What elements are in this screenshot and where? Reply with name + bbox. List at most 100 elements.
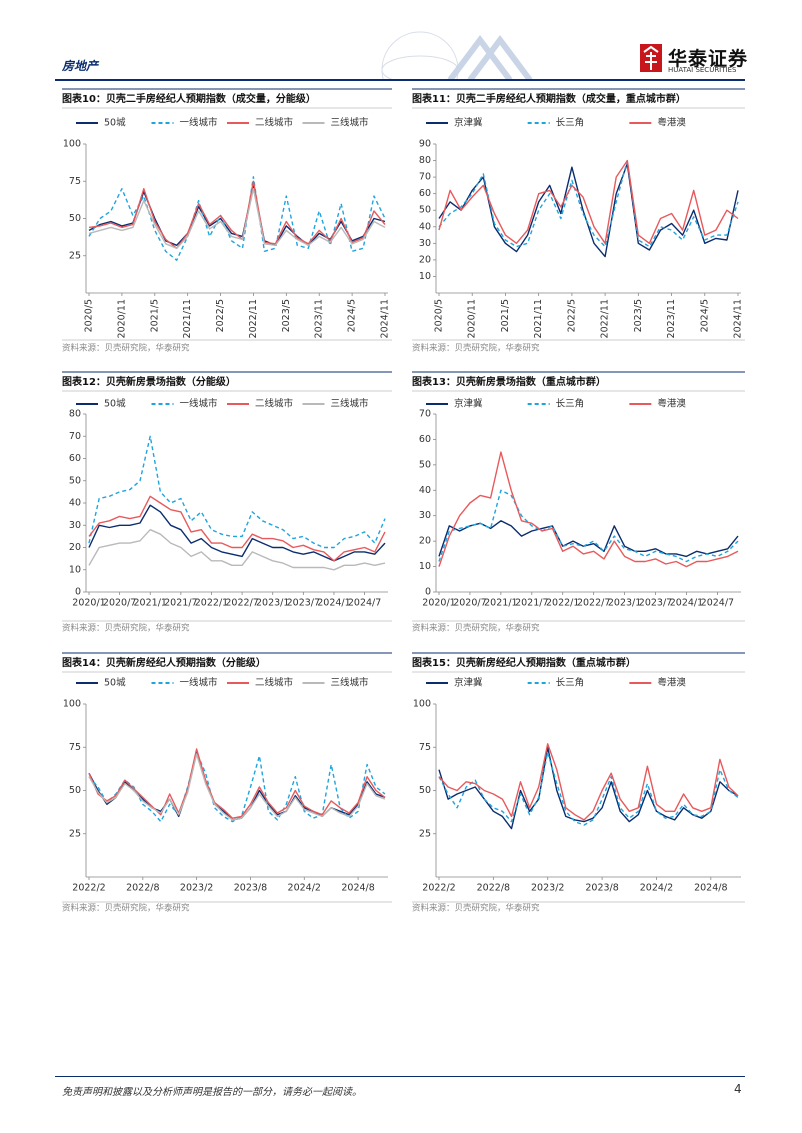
x-tick-label: 2022/5 bbox=[566, 299, 577, 332]
x-tick-label: 2022/8 bbox=[126, 883, 159, 894]
y-tick-label: 40 bbox=[419, 485, 431, 496]
x-tick-label: 2022/1 bbox=[546, 598, 579, 609]
x-tick-label: 2022/1 bbox=[195, 598, 228, 609]
y-tick-label: 10 bbox=[419, 271, 431, 282]
logo-text: 华泰证券 bbox=[668, 48, 749, 70]
x-tick-label: 2021/1 bbox=[134, 598, 167, 609]
y-tick-label: 50 bbox=[419, 205, 431, 216]
section: 房地产 bbox=[62, 59, 99, 73]
legend-label: 50城 bbox=[104, 118, 126, 129]
y-tick-label: 0 bbox=[425, 587, 431, 598]
y-tick-label: 75 bbox=[69, 742, 81, 753]
legend-label: 三线城市 bbox=[331, 117, 370, 129]
source: 资料来源：贝壳研究院，华泰研究 bbox=[62, 343, 190, 354]
header-rule bbox=[55, 79, 745, 81]
y-tick-label: 30 bbox=[69, 520, 81, 531]
series-line bbox=[88, 504, 386, 562]
y-tick-label: 50 bbox=[419, 785, 431, 796]
series-line bbox=[88, 185, 386, 246]
disclaimer: 免责声明和披露以及分析师声明是报告的一部分，请务必一起阅读。 bbox=[62, 1087, 362, 1098]
y-tick-label: 60 bbox=[69, 453, 81, 464]
figure: 图表11：贝壳二手房经纪人预期指数（成交量，重点城市群） 资料来源：贝壳研究院，华… bbox=[412, 88, 745, 354]
x-tick-label: 2021/11 bbox=[182, 299, 193, 338]
legend-label: 三线城市 bbox=[331, 398, 370, 410]
x-tick-label: 2024/1 bbox=[317, 598, 350, 609]
legend-label: 长三角 bbox=[556, 398, 585, 410]
x-tick-label: 2021/1 bbox=[484, 598, 517, 609]
figure-title: 图表15：贝壳新房经纪人预期指数（重点城市群） bbox=[412, 656, 636, 669]
x-tick-label: 2024/8 bbox=[341, 883, 374, 894]
y-tick-label: 20 bbox=[419, 536, 431, 547]
x-tick-label: 2023/2 bbox=[180, 883, 213, 894]
series-line bbox=[88, 750, 386, 821]
legend-label: 京津冀 bbox=[454, 677, 483, 689]
logo-subtext: HUATAI SECURITIES bbox=[668, 66, 737, 74]
legend-label: 二线城市 bbox=[255, 398, 294, 410]
x-tick-label: 2024/5 bbox=[699, 299, 710, 332]
y-tick-label: 70 bbox=[419, 172, 431, 183]
legend-label: 京津冀 bbox=[454, 117, 483, 129]
x-tick-label: 2021/5 bbox=[149, 299, 160, 332]
y-tick-label: 30 bbox=[419, 238, 431, 249]
y-tick-label: 20 bbox=[69, 542, 81, 553]
source: 资料来源：贝壳研究院，华泰研究 bbox=[412, 623, 540, 634]
x-tick-label: 2023/8 bbox=[234, 883, 267, 894]
x-tick-label: 2024/2 bbox=[288, 883, 321, 894]
x-tick-label: 2021/11 bbox=[533, 299, 544, 338]
legend-label: 粤港澳 bbox=[657, 398, 686, 410]
series-line bbox=[88, 495, 386, 562]
source: 资料来源：贝壳研究院，华泰研究 bbox=[62, 903, 190, 914]
figure: 图表10：贝壳二手房经纪人预期指数（成交量，分能级） 资料来源：贝壳研究院，华泰研… bbox=[62, 88, 392, 354]
legend-label: 长三角 bbox=[556, 677, 585, 689]
y-tick-label: 10 bbox=[69, 564, 81, 575]
logo-icon bbox=[640, 44, 662, 72]
x-tick-label: 2020/11 bbox=[467, 299, 478, 338]
legend-label: 二线城市 bbox=[255, 117, 294, 129]
figure-title: 图表14：贝壳新房经纪人预期指数（分能级） bbox=[62, 656, 266, 669]
y-tick-label: 25 bbox=[69, 250, 81, 261]
x-tick-label: 2023/7 bbox=[639, 598, 672, 609]
legend-label: 一线城市 bbox=[180, 677, 219, 689]
x-tick-label: 2023/11 bbox=[314, 299, 325, 338]
x-tick-label: 2023/8 bbox=[585, 883, 618, 894]
x-tick-label: 2022/11 bbox=[600, 299, 611, 338]
y-tick-label: 50 bbox=[69, 785, 81, 796]
x-tick-label: 2021/5 bbox=[500, 299, 511, 332]
legend-label: 二线城市 bbox=[255, 677, 294, 689]
x-tick-label: 2020/7 bbox=[453, 598, 486, 609]
y-tick-label: 70 bbox=[69, 431, 81, 442]
y-tick-label: 50 bbox=[419, 459, 431, 470]
legend-label: 三线城市 bbox=[331, 677, 370, 689]
x-tick-label: 2022/11 bbox=[248, 299, 259, 338]
x-tick-label: 2022/7 bbox=[577, 598, 610, 609]
y-tick-label: 60 bbox=[419, 434, 431, 445]
figure-title: 图表11：贝壳二手房经纪人预期指数（成交量，重点城市群） bbox=[412, 92, 686, 105]
y-tick-label: 90 bbox=[419, 139, 431, 150]
series-line bbox=[88, 435, 386, 549]
legend-label: 一线城市 bbox=[180, 398, 219, 410]
y-tick-label: 0 bbox=[75, 587, 81, 598]
x-tick-label: 2024/2 bbox=[640, 883, 673, 894]
series-line bbox=[88, 529, 386, 571]
y-tick-label: 100 bbox=[413, 699, 431, 710]
y-tick-label: 75 bbox=[419, 742, 431, 753]
y-tick-label: 100 bbox=[63, 699, 81, 710]
y-tick-label: 80 bbox=[419, 155, 431, 166]
x-tick-label: 2021/7 bbox=[515, 598, 548, 609]
x-tick-label: 2020/7 bbox=[103, 598, 136, 609]
x-tick-label: 2023/1 bbox=[256, 598, 289, 609]
x-tick-label: 2024/8 bbox=[694, 883, 727, 894]
legend-label: 京津冀 bbox=[454, 398, 483, 410]
header-decoration bbox=[381, 31, 533, 80]
x-tick-label: 2024/7 bbox=[348, 598, 381, 609]
series-line bbox=[88, 753, 386, 821]
x-tick-label: 2022/2 bbox=[72, 883, 105, 894]
x-tick-label: 2020/5 bbox=[84, 299, 95, 332]
y-tick-label: 50 bbox=[69, 475, 81, 486]
series-line bbox=[438, 743, 739, 821]
y-tick-label: 100 bbox=[63, 139, 81, 150]
x-tick-label: 2022/5 bbox=[215, 299, 226, 332]
legend-label: 50城 bbox=[104, 678, 126, 689]
y-tick-label: 60 bbox=[419, 188, 431, 199]
